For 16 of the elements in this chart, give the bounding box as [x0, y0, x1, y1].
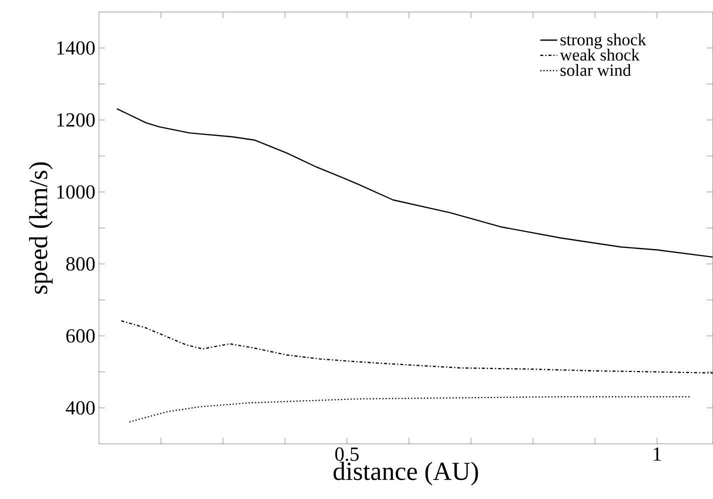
x-axis-title: distance (AU)	[334, 462, 478, 486]
legend-label: weak shock	[560, 48, 640, 61]
x-tick-label: 0.5	[335, 447, 359, 462]
line-series	[120, 320, 713, 374]
x-tick-label: 1	[654, 447, 661, 461]
legend-label: strong shock	[560, 34, 646, 49]
y-tick-label: 400	[66, 401, 95, 415]
y-tick-label: 1000	[57, 185, 95, 199]
y-tick-label: 1200	[57, 113, 95, 127]
y-tick-label: 1400	[57, 41, 95, 55]
legend-label: solar wind	[560, 64, 631, 76]
y-tick-label: 800	[66, 257, 95, 271]
y-tick-label: 600	[66, 329, 95, 343]
y-axis-title: speed (km/s)	[29, 162, 53, 294]
line-series	[128, 396, 692, 423]
line-series	[116, 108, 713, 258]
